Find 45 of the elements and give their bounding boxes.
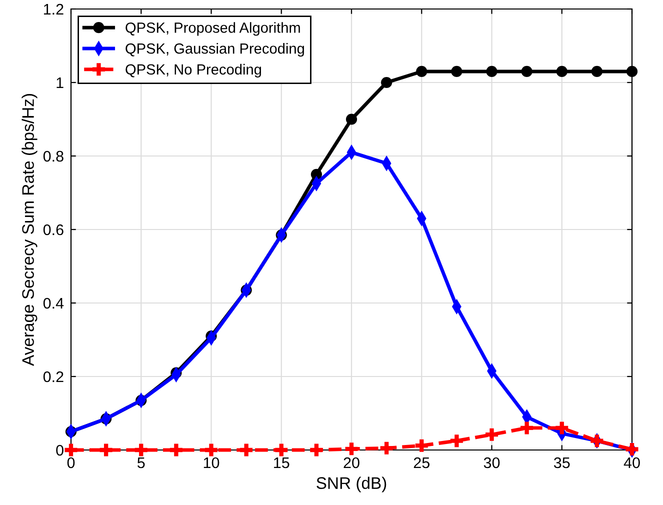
point — [520, 422, 534, 434]
legend-label: QPSK, Gaussian Precoding — [126, 43, 304, 57]
point — [205, 444, 218, 456]
point — [345, 442, 358, 456]
x-tick-label: 20 — [344, 457, 360, 468]
point — [521, 66, 532, 78]
x-tick-label: 25 — [414, 457, 430, 468]
legend-label: QPSK, Proposed Algorithm — [126, 22, 300, 36]
point — [381, 76, 392, 88]
point — [275, 444, 288, 456]
y-axis-title: Average Secrecy Sum Rate (bps/Hz) — [22, 94, 38, 366]
x-tick-label: 5 — [137, 458, 145, 468]
point — [556, 66, 568, 78]
point — [451, 66, 462, 78]
x-tick-label: 40 — [624, 457, 640, 468]
point — [380, 442, 393, 454]
point — [310, 444, 323, 456]
x-tick-label: 15 — [274, 458, 290, 468]
y-tick-label: 0 — [56, 444, 64, 456]
y-tick-label: 1.2 — [44, 4, 64, 15]
point — [591, 66, 602, 78]
legend-label: QPSK, No Precoding — [126, 64, 262, 78]
point — [450, 434, 463, 448]
y-tick-label: 0.2 — [43, 371, 64, 382]
x-axis-title: SNR (dB) — [316, 476, 386, 492]
point — [240, 444, 253, 456]
x-tick-label: 35 — [554, 457, 570, 468]
y-tick-label: 0.4 — [43, 298, 64, 309]
point — [486, 428, 498, 441]
y-tick-label: 0.8 — [43, 150, 64, 162]
point — [556, 422, 568, 434]
point — [170, 444, 182, 456]
point — [626, 66, 638, 78]
x-tick-label: 30 — [484, 457, 500, 468]
point — [415, 439, 428, 452]
x-tick-label: 10 — [204, 457, 220, 468]
point — [100, 444, 112, 456]
x-tick-label: 0 — [67, 457, 75, 468]
point — [346, 114, 358, 125]
y-tick-label: 0.6 — [43, 224, 64, 236]
y-tick-label: 1 — [56, 78, 64, 88]
point — [134, 444, 148, 456]
point — [486, 66, 498, 78]
point — [64, 444, 78, 456]
point — [416, 66, 428, 78]
